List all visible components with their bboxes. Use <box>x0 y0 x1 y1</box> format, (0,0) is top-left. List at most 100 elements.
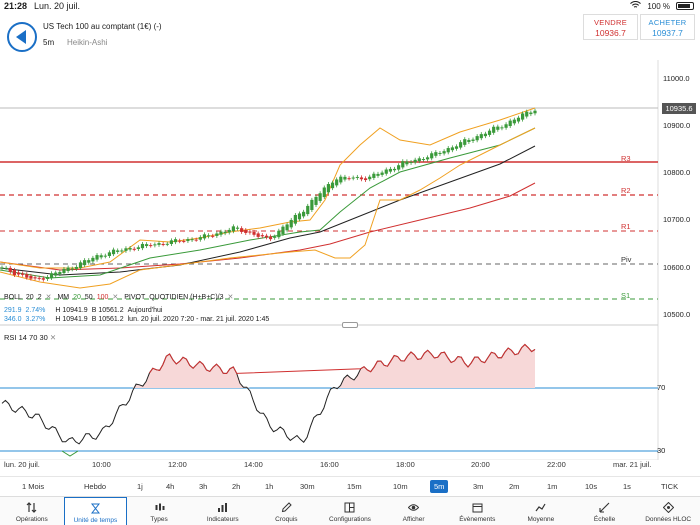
swap-arrows-icon <box>26 502 37 513</box>
toolbar-label: Opérations <box>15 516 48 523</box>
timeframe-option-1m[interactable]: 1m <box>547 482 558 491</box>
rsi-tick-70: 70 <box>657 383 666 392</box>
pivot-label-r1: R1 <box>621 222 631 231</box>
timeframe-option-3h[interactable]: 3h <box>199 482 208 491</box>
rsi-tick-30: 30 <box>657 446 666 455</box>
timeframe-option-10m[interactable]: 10m <box>393 482 408 491</box>
rsi-legend[interactable]: RSI 14 70 30 ✕ <box>4 333 56 342</box>
timeframe-option-1-mois[interactable]: 1 Mois <box>22 482 45 491</box>
candle-body <box>87 260 91 263</box>
toolbar-average-button[interactable]: Moyenne <box>509 497 573 525</box>
candle-body <box>198 237 202 240</box>
toolbar-candles-button[interactable]: Types <box>127 497 191 525</box>
period-label: Aujourd'hui <box>127 307 163 314</box>
sell-button[interactable]: VENDRE 10936.7 <box>583 14 638 40</box>
timeframe-option-1j[interactable]: 1j <box>137 482 143 491</box>
timeframe-option-4h[interactable]: 4h <box>166 482 175 491</box>
candle-body <box>132 248 136 250</box>
candle-body <box>215 233 219 236</box>
candle-body <box>479 134 483 139</box>
candle-body <box>120 250 124 252</box>
candle-body <box>471 139 475 141</box>
back-button[interactable] <box>7 22 37 52</box>
boll-param: 20 <box>25 294 34 301</box>
price-chart[interactable] <box>0 60 700 460</box>
price-tick: 10800.0 <box>663 168 691 177</box>
time-tick: lun. 20 juil. <box>4 460 40 469</box>
close-icon[interactable]: ✕ <box>45 294 52 301</box>
pane-splitter-handle[interactable] <box>342 322 358 328</box>
candle-body <box>483 133 488 137</box>
candle-body <box>194 239 198 241</box>
candle-body <box>392 168 397 171</box>
toolbar-pencil-button[interactable]: Croquis <box>255 497 319 525</box>
period-label: lun. 20 juil. 2020 7:20 - mar. 21 juil. … <box>127 316 270 323</box>
timeframe-option-3m[interactable]: 3m <box>473 482 484 491</box>
timeframe-option-2h[interactable]: 2h <box>232 482 241 491</box>
timeframe-label: 5m <box>43 38 55 47</box>
mm-param-50: 50 <box>84 294 93 301</box>
rsi-label: RSI <box>4 333 17 342</box>
rsi-line-overbought <box>149 343 536 375</box>
candle-body <box>293 214 297 224</box>
toolbar-crosshair-button[interactable]: Données HLOC <box>636 497 700 525</box>
instrument-name: US Tech 100 au comptant (1€) (-) <box>43 22 162 31</box>
timeframe-option-tick[interactable]: TICK <box>661 482 679 491</box>
candle-body <box>145 244 149 247</box>
buy-button[interactable]: ACHETER 10937.7 <box>640 14 695 40</box>
close-icon[interactable]: ✕ <box>49 333 57 342</box>
candle-body <box>459 142 463 148</box>
timeframe-option-15m[interactable]: 15m <box>347 482 362 491</box>
candle-body <box>297 213 302 220</box>
candle-body <box>363 178 368 181</box>
candle-body <box>206 235 211 237</box>
high-value: H 10941.9 <box>55 307 88 314</box>
toolbar-hourglass-button[interactable]: Unité de temps <box>63 497 128 525</box>
candle-body <box>475 136 479 141</box>
bottom-toolbar: Opérations Unité de temps Types Indicateurs… <box>0 496 700 525</box>
boll-param: 2 <box>37 294 42 301</box>
candle-body <box>516 117 521 122</box>
candle-body <box>186 239 190 242</box>
current-price-tag: 10935.6 <box>662 103 696 114</box>
candle-body <box>430 153 434 159</box>
candle-body <box>454 146 459 149</box>
timeframe-option-1s[interactable]: 1s <box>623 482 631 491</box>
toolbar-layout-button[interactable]: Configurations <box>318 497 382 525</box>
close-icon[interactable]: ✕ <box>112 294 119 301</box>
toolbar-eye-button[interactable]: Afficher <box>382 497 446 525</box>
mm-param-100: 100 <box>96 294 109 301</box>
chart-type-label: Heikin-Ashi <box>67 38 108 47</box>
timeframe-option-hebdo[interactable]: Hebdo <box>84 482 107 491</box>
low-value: B 10561.2 <box>91 316 124 323</box>
toolbar-swap-arrows-button[interactable]: Opérations <box>0 497 64 525</box>
price-tick: 10500.0 <box>663 310 691 319</box>
range-percent: 2.74% <box>25 307 46 314</box>
candle-body <box>128 248 132 250</box>
indicator-legend[interactable]: BOLL 20 2 ✕ MM 20 50 100 ✕ PIVOT QUOTIDIEN (H+B+… <box>4 293 237 301</box>
timeframe-option-2m[interactable]: 2m <box>509 482 520 491</box>
timeframe-option-1h[interactable]: 1h <box>265 482 274 491</box>
candle-body <box>240 228 244 232</box>
candle-body <box>248 231 252 233</box>
time-tick: 10:00 <box>92 460 111 469</box>
candle-body <box>264 235 269 238</box>
toolbar-calendar-button[interactable]: Évènements <box>445 497 509 525</box>
timeframe-bar: 1 Mois Hebdo 1j 4h 3h 2h 1h 30m 15m 10m 5m 3m 2m 1m 10… <box>0 476 700 496</box>
timeframe-option-10s[interactable]: 10s <box>585 482 598 491</box>
close-icon[interactable]: ✕ <box>227 294 234 301</box>
timeframe-option-30m[interactable]: 30m <box>300 482 315 491</box>
toolbar-bar-chart-button[interactable]: Indicateurs <box>191 497 255 525</box>
toolbar-scale-button[interactable]: Échelle <box>573 497 637 525</box>
toolbar-label: Configurations <box>329 516 371 523</box>
candle-body <box>450 147 454 151</box>
timeframe-option-5m[interactable]: 5m <box>430 480 449 493</box>
candle-body <box>227 229 231 233</box>
candle-body <box>21 273 25 275</box>
candle-body <box>533 110 537 114</box>
candle-body <box>492 126 496 133</box>
low-value: B 10561.2 <box>91 307 124 314</box>
candle-body <box>107 252 112 256</box>
candle-body <box>83 260 87 266</box>
time-tick: 22:00 <box>547 460 566 469</box>
